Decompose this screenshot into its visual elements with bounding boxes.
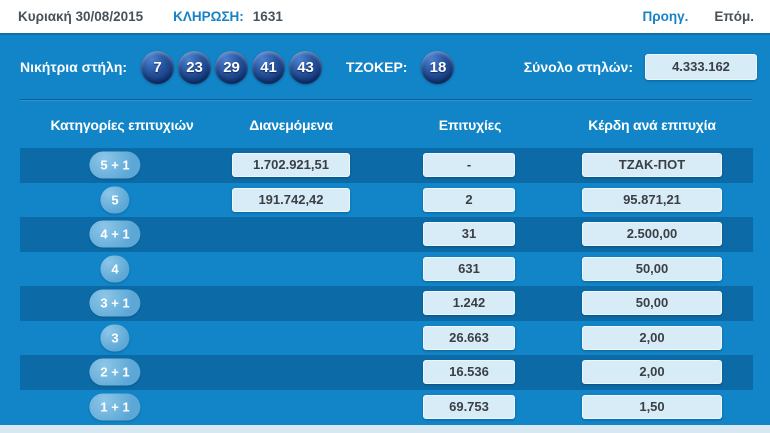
category-label: 2 + 1 [100, 364, 130, 380]
winning-number-ball: 23 [178, 50, 212, 84]
prize-value: 1,50 [582, 394, 722, 419]
wins-value: 31 [423, 222, 515, 247]
category-badge: 1 + 1 [89, 393, 141, 421]
distributed-value: 191.742,42 [232, 187, 350, 212]
category-label: 5 [111, 192, 119, 208]
category-badge: 2 + 1 [89, 358, 141, 386]
distributed-value: 1.702.921,51 [232, 153, 350, 178]
category-badge: 3 + 1 [89, 289, 141, 317]
wins-value: 16.536 [423, 360, 515, 385]
header-prize: Κέρδη ανά επιτυχία [588, 116, 716, 133]
category-label: 3 [111, 330, 119, 346]
draw-number: 1631 [252, 9, 283, 24]
table-row: 5 + 1 1.702.921,51 - ΤΖΑΚ-ΠΟΤ [0, 148, 770, 183]
wins-value: 2 [423, 187, 515, 212]
wins-value: - [423, 153, 515, 178]
results-table-header: Κατηγορίες επιτυχιών Διανεμόμενα Επιτυχί… [0, 101, 770, 148]
winning-column-label: Νικήτρια στήλη: [20, 59, 128, 75]
category-label: 4 + 1 [100, 226, 130, 242]
winning-number-ball: 29 [215, 50, 249, 84]
joker-number-ball: 18 [421, 50, 455, 84]
table-row: 1 + 1 69.753 1,50 [0, 390, 770, 425]
results-panel: Νικήτρια στήλη: 7 23 29 41 43 ΤΖΟΚΕΡ: 18… [0, 33, 770, 425]
header-categories: Κατηγορίες επιτυχιών [50, 116, 194, 133]
results-table-body: 5 + 1 1.702.921,51 - ΤΖΑΚ-ΠΟΤ 5 191.742,… [0, 148, 770, 424]
winning-number-ball: 7 [141, 50, 175, 84]
table-row: 2 + 1 16.536 2,00 [0, 355, 770, 390]
table-row: 4 631 50,00 [0, 252, 770, 287]
prize-value: 2.500,00 [582, 222, 722, 247]
wins-value: 69.753 [423, 394, 515, 419]
total-columns-label: Σύνολο στηλών: [523, 59, 633, 75]
table-row: 5 191.742,42 2 95.871,21 [0, 183, 770, 218]
category-label: 5 + 1 [100, 157, 130, 173]
winning-numbers-banner: Νικήτρια στήλη: 7 23 29 41 43 ΤΖΟΚΕΡ: 18… [0, 35, 770, 99]
table-row: 4 + 1 31 2.500,00 [0, 217, 770, 252]
wins-value: 631 [423, 256, 515, 281]
draw-label: ΚΛΗΡΩΣΗ: [173, 9, 244, 24]
prize-value: 2,00 [582, 360, 722, 385]
table-row: 3 + 1 1.242 50,00 [0, 286, 770, 321]
category-badge: 4 [100, 255, 130, 283]
category-label: 3 + 1 [100, 295, 130, 311]
previous-draw-link[interactable]: Προηγ. [642, 9, 689, 24]
total-columns-value: 4.333.162 [645, 54, 757, 80]
table-row: 3 26.663 2,00 [0, 321, 770, 356]
prize-value: 50,00 [582, 256, 722, 281]
ball-number: 43 [297, 58, 314, 76]
wins-value: 26.663 [423, 325, 515, 350]
ball-number: 23 [186, 58, 203, 76]
bottom-strip [0, 425, 770, 433]
header-wins: Επιτυχίες [438, 116, 502, 133]
ball-number: 41 [260, 58, 277, 76]
wins-value: 1.242 [423, 291, 515, 316]
category-badge: 4 + 1 [89, 220, 141, 248]
category-badge: 5 + 1 [89, 151, 141, 179]
draw-header-bar: Κυριακή 30/08/2015 ΚΛΗΡΩΣΗ: 1631 Προηγ. … [0, 0, 770, 33]
winning-balls: 7 23 29 41 43 [141, 50, 323, 84]
category-label: 4 [111, 261, 119, 277]
header-distributed: Διανεμόμενα [249, 116, 333, 133]
winning-number-ball: 41 [252, 50, 286, 84]
ball-number: 29 [223, 58, 240, 76]
ball-number: 7 [153, 58, 162, 76]
prize-value: 50,00 [582, 291, 722, 316]
category-badge: 3 [100, 324, 130, 352]
category-label: 1 + 1 [100, 399, 130, 415]
joker-label: ΤΖΟΚΕΡ: [346, 59, 408, 75]
prize-value: 2,00 [582, 325, 722, 350]
joker-number: 18 [429, 58, 447, 76]
next-draw-link[interactable]: Επόμ. [714, 9, 754, 24]
draw-date: Κυριακή 30/08/2015 [18, 9, 144, 24]
banner-table-divider [20, 99, 752, 101]
winning-number-ball: 43 [289, 50, 323, 84]
category-badge: 5 [100, 186, 130, 214]
prize-value: ΤΖΑΚ-ΠΟΤ [582, 153, 722, 178]
prize-value: 95.871,21 [582, 187, 722, 212]
